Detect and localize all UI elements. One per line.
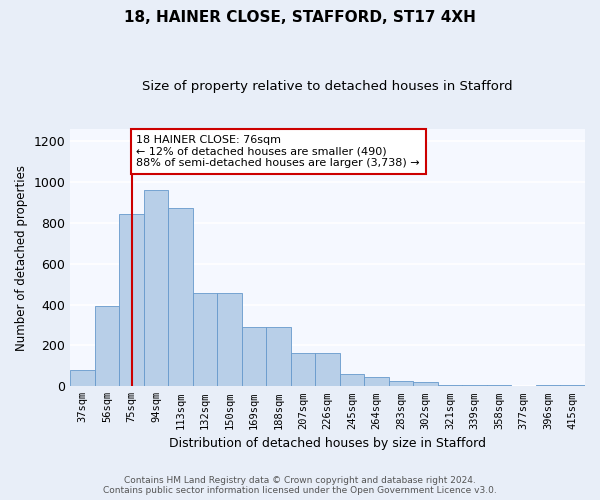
Bar bbox=[266, 327, 291, 386]
Y-axis label: Number of detached properties: Number of detached properties bbox=[15, 164, 28, 350]
Text: 18, HAINER CLOSE, STAFFORD, ST17 4XH: 18, HAINER CLOSE, STAFFORD, ST17 4XH bbox=[124, 10, 476, 25]
Bar bbox=[291, 353, 316, 386]
Bar bbox=[242, 327, 266, 386]
Bar bbox=[389, 381, 413, 386]
Bar bbox=[316, 353, 340, 386]
Bar bbox=[340, 374, 364, 386]
Bar bbox=[364, 377, 389, 386]
Title: Size of property relative to detached houses in Stafford: Size of property relative to detached ho… bbox=[142, 80, 513, 93]
Bar bbox=[217, 294, 242, 386]
Bar bbox=[119, 214, 144, 386]
Bar bbox=[144, 190, 169, 386]
Text: Contains HM Land Registry data © Crown copyright and database right 2024.
Contai: Contains HM Land Registry data © Crown c… bbox=[103, 476, 497, 495]
Bar bbox=[193, 294, 217, 386]
Bar bbox=[413, 382, 438, 386]
Bar bbox=[169, 208, 193, 386]
Bar bbox=[95, 306, 119, 386]
X-axis label: Distribution of detached houses by size in Stafford: Distribution of detached houses by size … bbox=[169, 437, 486, 450]
Text: 18 HAINER CLOSE: 76sqm
← 12% of detached houses are smaller (490)
88% of semi-de: 18 HAINER CLOSE: 76sqm ← 12% of detached… bbox=[136, 135, 420, 168]
Bar bbox=[70, 370, 95, 386]
